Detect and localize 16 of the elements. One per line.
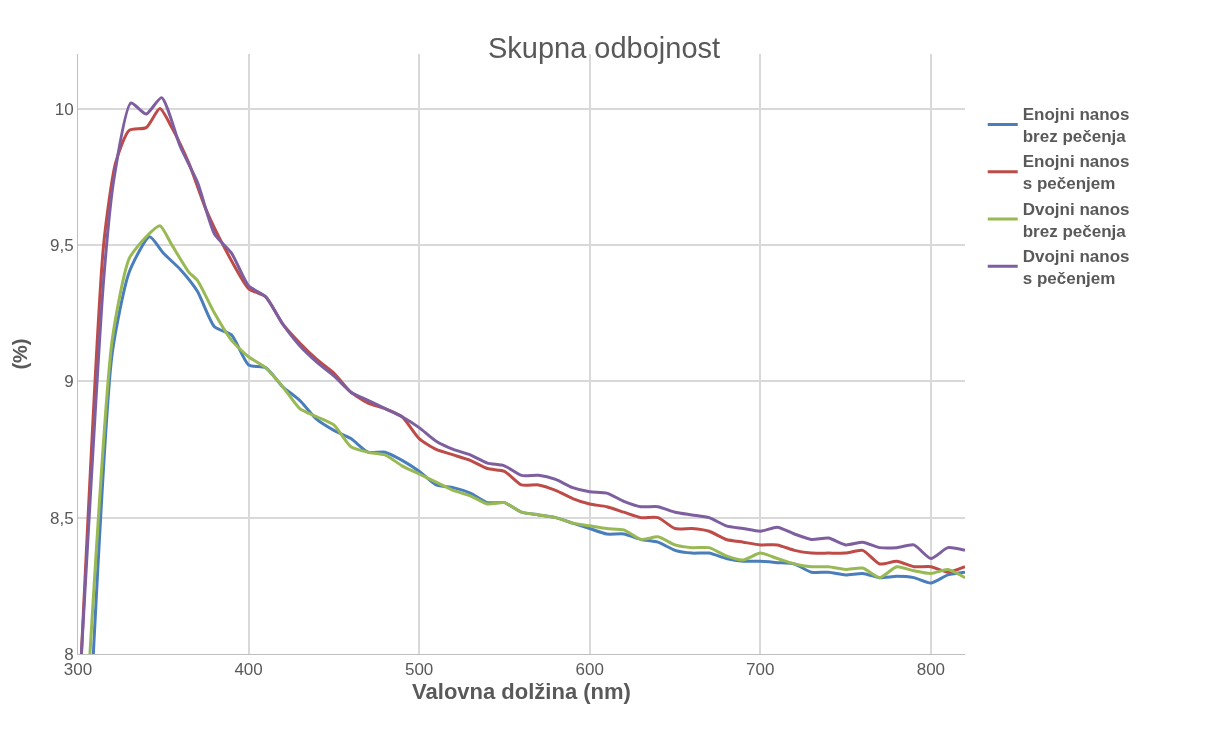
y-axis-title: (%) xyxy=(9,338,32,370)
legend-label: Dvojni nanos s pečenjem xyxy=(1022,246,1130,288)
x-tick-label: 600 xyxy=(575,660,604,680)
x-tick-label: 800 xyxy=(916,660,946,680)
x-tick-label: 700 xyxy=(746,660,775,680)
chart-title: Skupna odbojnost xyxy=(487,31,721,64)
y-tick-label: 9,5 xyxy=(49,235,74,255)
x-axis-title: Valovna dolžina (nm) xyxy=(412,679,631,705)
y-tick-label: 10 xyxy=(54,99,74,119)
y-tick-label: 8,5 xyxy=(49,508,74,528)
legend-label: Enojni nanos brez pečenja xyxy=(1022,105,1130,147)
y-tick-label: 9 xyxy=(64,372,74,392)
x-tick-label: 500 xyxy=(404,660,434,680)
x-tick-label: 400 xyxy=(234,660,263,680)
legend-label: Enojni nanos s pečenjem xyxy=(1022,152,1130,194)
legend-label: Dvojni nanos brez pečenja xyxy=(1022,199,1130,241)
